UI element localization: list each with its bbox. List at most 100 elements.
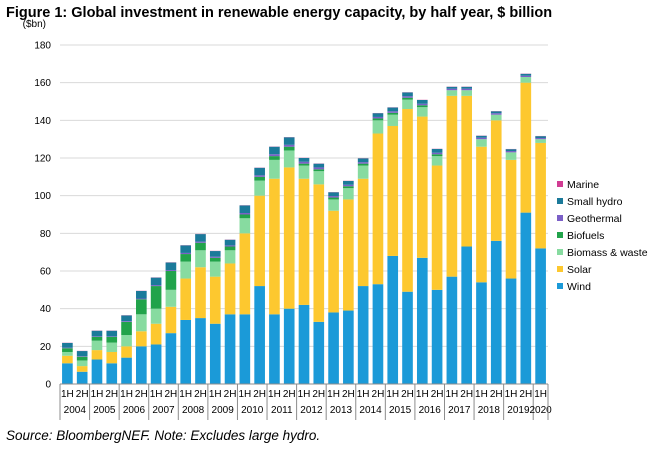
bar-biomass-waste bbox=[372, 120, 384, 134]
bar-small-hydro bbox=[490, 111, 502, 114]
y-tick-label: 80 bbox=[40, 229, 52, 240]
bar-geothermal bbox=[239, 212, 251, 215]
bar-biofuels bbox=[91, 336, 103, 341]
bar-small-hydro bbox=[357, 158, 369, 163]
bar-small-hydro bbox=[402, 92, 413, 97]
legend-swatch-solar bbox=[557, 266, 563, 272]
bar-solar bbox=[150, 323, 162, 345]
x-tick-label: 2H bbox=[460, 389, 473, 400]
bar-wind bbox=[446, 276, 458, 384]
bar-wind bbox=[535, 248, 546, 384]
bar-solar bbox=[505, 159, 517, 279]
bar-geothermal bbox=[165, 270, 177, 271]
y-tick-label: 140 bbox=[34, 116, 51, 127]
bar-small-hydro bbox=[505, 149, 517, 152]
bar-small-hydro bbox=[313, 163, 325, 168]
bar-solar bbox=[476, 146, 487, 283]
bar-solar bbox=[91, 350, 103, 360]
bar-biofuels bbox=[343, 186, 354, 189]
x-tick-label: 2H bbox=[224, 389, 237, 400]
bar-small-hydro bbox=[283, 137, 295, 145]
bar-geothermal bbox=[357, 162, 369, 164]
y-tick-label: 0 bbox=[45, 380, 51, 391]
legend: Marine Small hydro Geothermal Biofuels Bioma… bbox=[557, 179, 648, 293]
bar-biofuels bbox=[269, 156, 280, 160]
bar-geothermal bbox=[283, 144, 295, 147]
bar-solar bbox=[372, 133, 384, 285]
bar-wind bbox=[62, 363, 73, 384]
bar-wind bbox=[490, 240, 502, 384]
bar-small-hydro bbox=[298, 158, 310, 162]
bar-wind bbox=[520, 212, 532, 384]
bar-biomass-waste bbox=[62, 351, 73, 356]
bar-small-hydro bbox=[416, 99, 428, 104]
source-note: Source: BloombergNEF. Note: Excludes lar… bbox=[6, 428, 321, 443]
x-tick-label: 1H bbox=[120, 389, 133, 400]
bar-solar bbox=[195, 267, 206, 319]
bar-small-hydro bbox=[254, 167, 265, 176]
bar-biofuels bbox=[209, 257, 221, 262]
bar-biofuels bbox=[121, 321, 132, 336]
bar-biomass-waste bbox=[254, 180, 265, 196]
bar-biomass-waste bbox=[269, 159, 280, 179]
bar-biomass-waste bbox=[328, 199, 339, 211]
bar-solar bbox=[328, 210, 339, 313]
bar-biofuels bbox=[313, 169, 325, 172]
x-year-label: 2010 bbox=[241, 405, 264, 416]
x-tick-label: 2H bbox=[431, 389, 444, 400]
bar-wind bbox=[195, 318, 206, 384]
bar-biomass-waste bbox=[136, 314, 147, 332]
bar-wind bbox=[357, 286, 369, 384]
x-year-label: 2015 bbox=[389, 405, 412, 416]
y-tick-label: 20 bbox=[40, 342, 52, 353]
bar-small-hydro bbox=[76, 351, 88, 357]
bar-biomass-waste bbox=[461, 90, 472, 96]
legend-swatch-geothermal bbox=[557, 215, 563, 221]
bar-wind bbox=[431, 289, 443, 384]
bar-geothermal bbox=[62, 347, 73, 349]
x-year-label: 2014 bbox=[359, 405, 382, 416]
y-tick-label: 40 bbox=[40, 304, 52, 315]
x-tick-label: 1H bbox=[534, 389, 547, 400]
bar-biomass-waste bbox=[476, 139, 487, 147]
legend-label-marine: Marine bbox=[567, 179, 599, 191]
bar-solar bbox=[298, 178, 310, 305]
x-tick-label: 2H bbox=[135, 389, 148, 400]
bar-wind bbox=[476, 282, 487, 384]
x-tick-label: 2H bbox=[76, 389, 89, 400]
bar-small-hydro bbox=[136, 290, 147, 299]
bar-small-hydro bbox=[328, 192, 339, 197]
bar-solar bbox=[106, 351, 118, 364]
bars bbox=[62, 73, 546, 384]
bar-geothermal bbox=[76, 356, 88, 357]
bar-biofuels bbox=[106, 336, 118, 343]
legend-label-geothermal: Geothermal bbox=[567, 213, 622, 225]
x-tick-label: 2H bbox=[372, 389, 385, 400]
bar-solar bbox=[76, 366, 88, 372]
bar-solar bbox=[402, 109, 413, 292]
bar-solar bbox=[343, 199, 354, 311]
bar-geothermal bbox=[313, 167, 325, 170]
bar-biomass-waste bbox=[505, 152, 517, 160]
bar-wind bbox=[343, 310, 354, 384]
bar-small-hydro bbox=[476, 135, 487, 138]
x-year-label: 2011 bbox=[271, 405, 293, 416]
bar-biofuels bbox=[357, 163, 369, 166]
bar-geothermal bbox=[372, 116, 384, 119]
x-year-label: 2016 bbox=[419, 405, 442, 416]
bar-biomass-waste bbox=[387, 114, 399, 126]
x-tick-label: 2H bbox=[165, 389, 178, 400]
y-tick-label: 180 bbox=[34, 41, 51, 52]
bar-geothermal bbox=[416, 103, 428, 106]
x-tick-label: 2H bbox=[342, 389, 355, 400]
bar-solar bbox=[239, 233, 251, 315]
bar-biomass-waste bbox=[343, 188, 354, 200]
bar-wind bbox=[461, 246, 472, 384]
bar-small-hydro bbox=[535, 136, 546, 139]
bar-biofuels bbox=[402, 97, 413, 100]
y-tick-label: 160 bbox=[34, 78, 51, 89]
bar-solar bbox=[313, 184, 325, 322]
bar-geothermal bbox=[209, 256, 221, 258]
x-tick-label: 1H bbox=[268, 389, 281, 400]
